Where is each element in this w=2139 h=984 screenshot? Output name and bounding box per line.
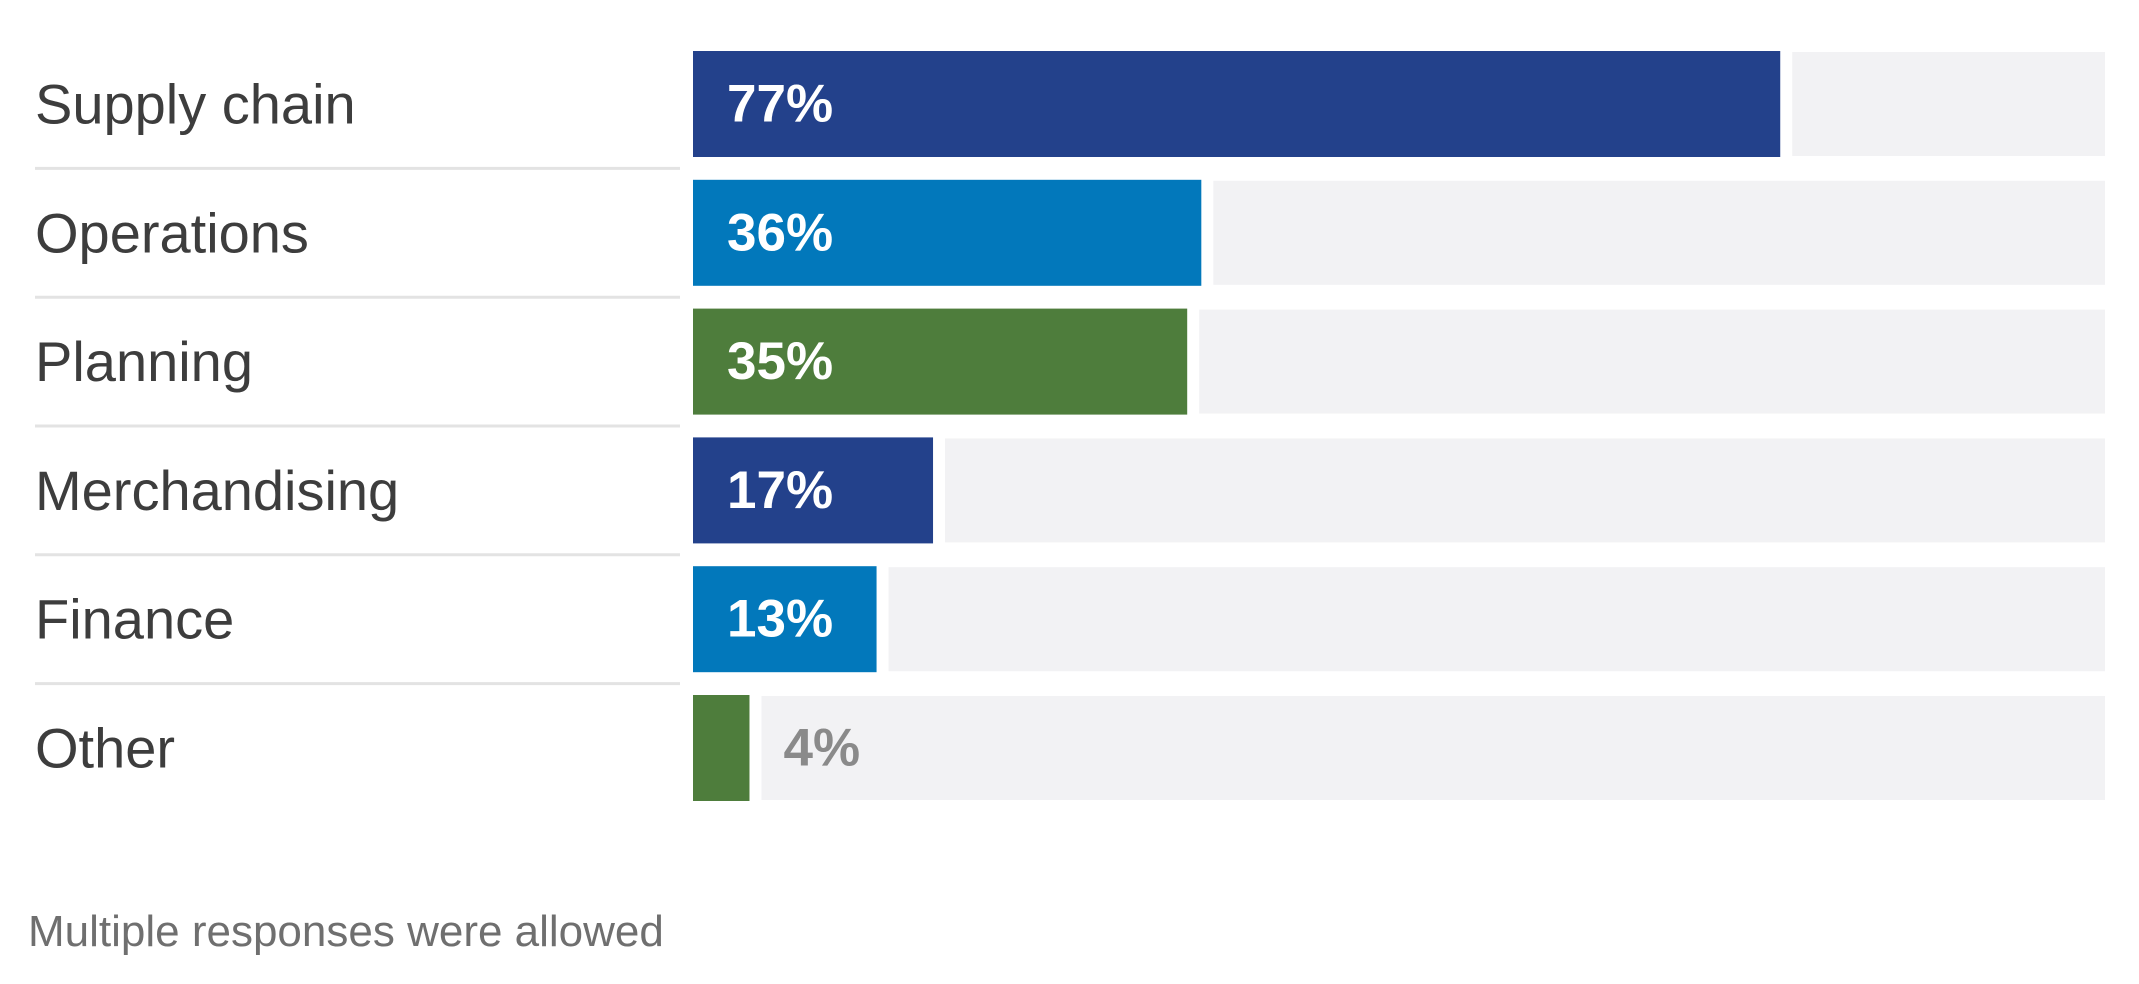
- bar-track: [761, 696, 2105, 800]
- category-label: Planning: [35, 330, 253, 393]
- bar-track: [1213, 180, 2105, 285]
- bar-track: [1199, 309, 2105, 414]
- bar: [693, 437, 934, 544]
- category-label: Merchandising: [35, 459, 399, 522]
- value-label: 36%: [727, 203, 833, 262]
- bar-track: [888, 567, 2105, 672]
- category-label: Operations: [35, 201, 309, 264]
- bar: [693, 695, 750, 801]
- bar: [693, 308, 1188, 415]
- bar-track: [945, 438, 2105, 543]
- bar: [693, 179, 1202, 286]
- value-label: 35%: [727, 332, 833, 391]
- category-label: Other: [35, 717, 175, 780]
- value-label: 17%: [727, 461, 833, 520]
- value-label: 77%: [727, 75, 833, 134]
- rows-layer: Supply chain 77% Operations 36% Planning 35% M…: [35, 51, 2105, 801]
- bar: [693, 51, 1781, 157]
- footnote: Multiple responses were allowed: [28, 907, 664, 956]
- value-label: 4%: [783, 719, 860, 778]
- bar-track: [1792, 52, 2105, 156]
- category-label: Supply chain: [35, 73, 356, 136]
- bar: [693, 566, 877, 673]
- value-label: 13%: [727, 590, 833, 649]
- category-label: Finance: [35, 588, 234, 651]
